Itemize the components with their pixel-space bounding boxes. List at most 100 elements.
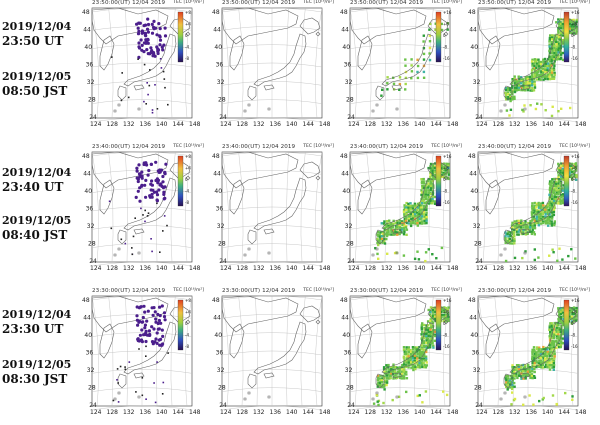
- utc-date: 2019/12/04: [2, 20, 72, 33]
- tec-cell: [535, 346, 539, 349]
- tec-unit-label: TEC [10¹⁶/m²]: [173, 288, 204, 293]
- gnss-station: [136, 323, 140, 327]
- gnss-station: [154, 401, 157, 404]
- tec-cell: [420, 211, 423, 214]
- tec-cell: [557, 38, 561, 41]
- lat-tick-label: 24: [347, 402, 355, 409]
- tec-cell: [446, 28, 449, 31]
- tec-cell: [383, 383, 387, 387]
- tec-cell: [377, 243, 380, 247]
- lat-tick-label: 32: [217, 367, 225, 374]
- tec-cell: [388, 375, 391, 378]
- tec-cell: [531, 359, 534, 363]
- tec-cell: [383, 381, 387, 384]
- gnss-station: [145, 345, 147, 348]
- tec-cell: [537, 221, 540, 225]
- coastline: [519, 372, 531, 379]
- tec-cell: [414, 366, 417, 369]
- tec-cell: [423, 344, 426, 347]
- tec-cell: [553, 180, 556, 183]
- coastline: [247, 229, 257, 245]
- tec-cell: [524, 231, 528, 234]
- tec-cell: [411, 361, 415, 364]
- coastline: [133, 372, 145, 379]
- tec-cell: [561, 42, 565, 45]
- tec-cell: [572, 308, 576, 311]
- tec-cell: [553, 60, 556, 63]
- tec-cell: [398, 83, 402, 86]
- tec-cell: [528, 373, 531, 376]
- tec-cell: [405, 355, 408, 358]
- tec-cell: [422, 193, 426, 196]
- tec-cell: [405, 390, 408, 394]
- tec-cell: [389, 370, 393, 374]
- tec-cell: [380, 235, 384, 238]
- coastline: [395, 107, 399, 111]
- tec-cell: [524, 222, 527, 225]
- tec-cell: [431, 195, 435, 199]
- tec-cell: [378, 239, 381, 242]
- tec-cell: [513, 385, 516, 388]
- tec-cell: [561, 258, 564, 261]
- tec-cell: [432, 329, 435, 332]
- tec-cell: [557, 319, 561, 323]
- tec-cell: [380, 94, 383, 97]
- tec-cell: [555, 339, 558, 343]
- tec-cell: [386, 82, 389, 85]
- lat-tick-label: 24: [219, 258, 227, 265]
- tec-cell: [533, 367, 536, 371]
- lat-tick-label: 28: [218, 97, 226, 104]
- map-panel: 23:40:00(UT) 12/04 2019 TEC [10¹⁶/m²] 48 44…: [208, 144, 336, 276]
- tec-cell: [447, 316, 450, 319]
- tec-cell: [550, 337, 553, 340]
- tec-cell: [535, 348, 539, 351]
- lat-tick-label: 40: [342, 44, 350, 51]
- tec-cell: [396, 224, 399, 227]
- tec-cell: [550, 348, 553, 351]
- tec-cell: [427, 195, 430, 199]
- tec-cell: [533, 233, 536, 236]
- tec-cell: [424, 390, 428, 393]
- tec-cell: [518, 84, 521, 88]
- colorbar-tick-label: 0: [185, 177, 188, 182]
- tec-cell: [506, 240, 509, 243]
- tec-cell: [533, 73, 536, 77]
- tec-cell: [549, 60, 552, 63]
- colorbar-tick-label: +8: [185, 298, 191, 303]
- parallel-line: [91, 81, 193, 86]
- tec-cell: [425, 357, 428, 360]
- tec-cell: [407, 208, 410, 212]
- tec-cell: [429, 191, 432, 194]
- tec-cell: [517, 219, 520, 223]
- tec-cell: [546, 60, 549, 63]
- colorbar-tick-label: +16: [443, 154, 452, 159]
- tec-cell: [560, 309, 563, 312]
- tec-cell: [522, 110, 525, 113]
- tec-cell: [381, 385, 384, 389]
- tec-cell: [548, 45, 551, 48]
- tec-cell: [444, 311, 447, 314]
- meridian-line: [221, 295, 229, 407]
- coastline: [503, 247, 507, 251]
- panel-title: 23:40:00(UT) 12/04 2019: [222, 144, 296, 150]
- tec-cell: [533, 82, 536, 86]
- tec-cell: [530, 74, 534, 77]
- tec-cell: [414, 206, 417, 209]
- tec-cell: [539, 350, 542, 353]
- gnss-station: [143, 310, 147, 314]
- tec-cell: [422, 70, 426, 74]
- tec-cell: [444, 176, 448, 179]
- tec-cell: [540, 75, 543, 79]
- tec-cell: [511, 232, 515, 236]
- tec-cell: [383, 370, 386, 373]
- tec-cell: [394, 365, 397, 369]
- tec-cell: [553, 189, 556, 192]
- tec-cell: [535, 354, 538, 358]
- tec-cell: [530, 374, 534, 378]
- tec-cell: [524, 377, 527, 380]
- tec-cell: [377, 235, 380, 238]
- tec-cell: [551, 346, 554, 349]
- tec-cell: [523, 104, 526, 107]
- tec-cell: [521, 256, 524, 260]
- tec-cell: [548, 204, 552, 207]
